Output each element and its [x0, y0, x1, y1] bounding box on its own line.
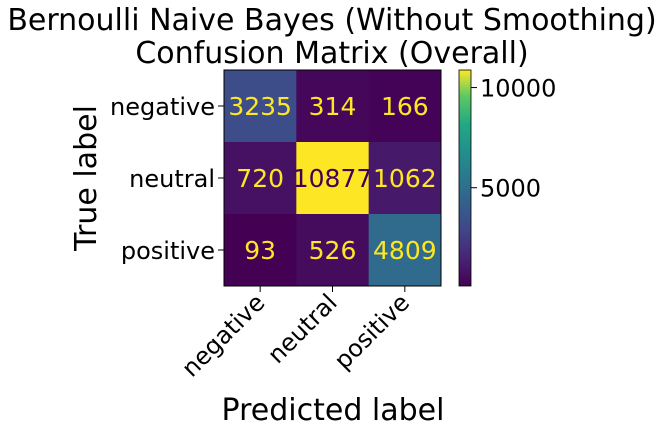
x-axis-title: Predicted label — [222, 393, 445, 428]
colorbar-tick-label: 5000 — [480, 175, 541, 203]
cell-value-label: 314 — [309, 92, 357, 121]
cell-value-label: 166 — [381, 92, 429, 121]
heatmap-cell — [224, 142, 297, 215]
y-tick-label: positive — [121, 237, 215, 265]
colorbar-ticks: 5000 10000 — [471, 75, 556, 203]
y-tick-label: neutral — [129, 165, 215, 193]
y-tick-label: negative — [110, 93, 215, 121]
y-axis-ticks: negative neutral positive — [110, 93, 224, 265]
y-axis-title: True label — [69, 105, 104, 252]
cell-value-label: 526 — [309, 236, 357, 265]
cell-value-label: 93 — [244, 236, 276, 265]
heatmap-cells: 3235 314 166 720 10877 1062 93 526 4809 — [224, 70, 442, 287]
cell-value-label: 3235 — [228, 92, 292, 121]
colorbar-tick-label: 10000 — [480, 75, 556, 103]
cell-value-label: 1062 — [373, 164, 437, 193]
x-tick-label: positive — [329, 288, 415, 374]
chart-title-line-1: Bernoulli Naive Bayes (Without Smoothing… — [7, 3, 656, 38]
heatmap-cell — [224, 70, 297, 143]
heatmap-cell — [368, 214, 442, 287]
chart-title-line-2: Confusion Matrix (Overall) — [135, 36, 528, 71]
heatmap-cell — [296, 70, 370, 143]
cell-value-label: 4809 — [373, 236, 437, 265]
heatmap-cell — [296, 214, 370, 287]
heatmap-cell — [296, 142, 370, 215]
heatmap-cell — [224, 214, 297, 287]
heatmap-cell — [368, 70, 442, 143]
colorbar — [458, 69, 472, 287]
cell-value-label: 720 — [236, 164, 284, 193]
heatmap-cell — [368, 142, 442, 215]
x-tick-label: negative — [176, 288, 270, 382]
cell-value-label: 10877 — [293, 164, 373, 193]
